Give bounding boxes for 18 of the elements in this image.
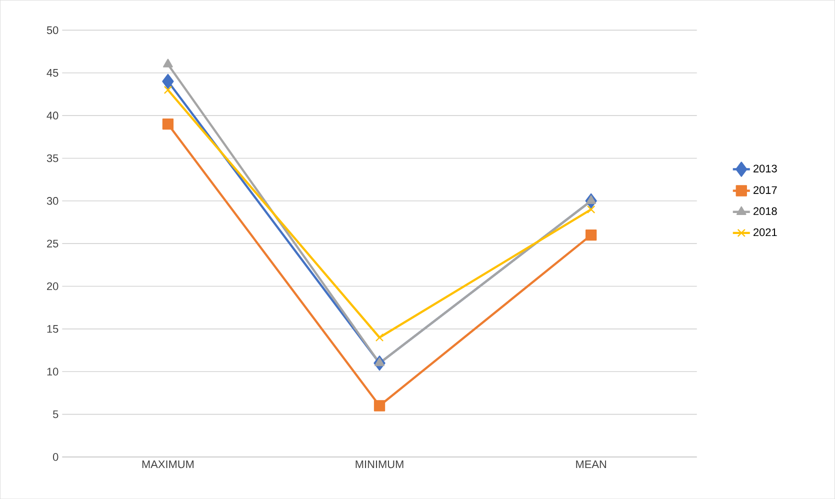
legend-label: 2021: [754, 228, 777, 236]
y-tick-label: 5: [53, 410, 58, 418]
y-tick-label: 45: [46, 68, 58, 77]
y-tick-label: 30: [46, 196, 58, 205]
y-tick-label: 20: [47, 282, 58, 290]
y-tick-label: 0: [52, 453, 58, 461]
y-tick-label: 40: [46, 112, 58, 120]
y-tick-label: 10: [47, 368, 58, 376]
y-tick-label: 25: [47, 240, 58, 248]
legend-label: 2018: [754, 207, 777, 215]
legend-label: 2017: [754, 186, 777, 194]
y-tick-label: 15: [47, 325, 58, 333]
y-tick-label: 50: [46, 26, 58, 34]
x-tick-label: MEAN: [576, 460, 606, 468]
legend-label: 2013: [754, 164, 777, 172]
x-tick-label: MAXIMUM: [142, 460, 194, 468]
y-tick-label: 35: [46, 154, 58, 162]
x-tick-label: MINIMUM: [356, 460, 404, 468]
